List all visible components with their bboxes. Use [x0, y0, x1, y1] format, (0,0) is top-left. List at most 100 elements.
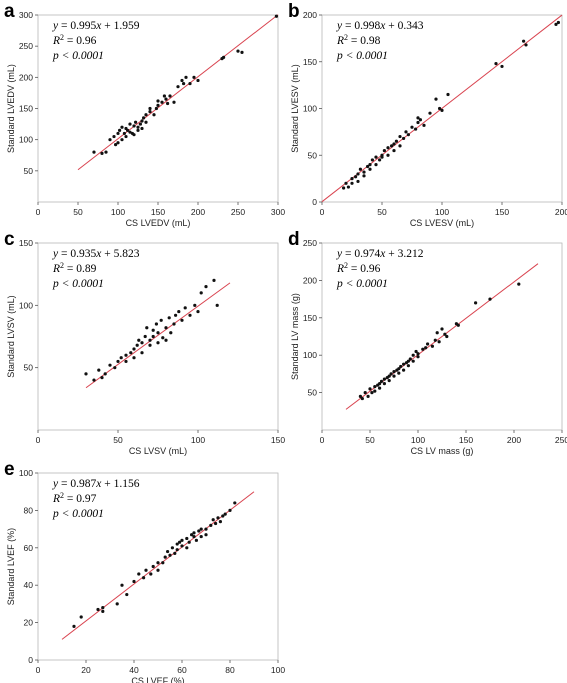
data-point — [402, 362, 406, 366]
data-point — [149, 572, 153, 576]
data-point — [366, 394, 370, 398]
data-point — [406, 359, 410, 363]
regression-equation: y = 0.995x + 1.959 — [52, 20, 140, 32]
data-point — [164, 97, 168, 101]
data-point — [188, 313, 192, 317]
data-point — [180, 538, 184, 542]
data-point — [124, 359, 128, 364]
regression-line — [321, 14, 563, 203]
data-point — [151, 334, 155, 339]
data-point — [148, 343, 152, 347]
x-tick-label: 200 — [191, 207, 205, 217]
p-value: p < 0.0001 — [52, 50, 104, 62]
data-point — [148, 106, 152, 111]
data-point — [414, 127, 418, 131]
data-point — [437, 340, 441, 344]
data-point — [350, 181, 354, 185]
data-point — [362, 174, 366, 178]
data-point — [392, 374, 396, 378]
data-point — [156, 561, 160, 565]
data-point — [406, 364, 410, 368]
x-tick-label: 100 — [411, 435, 425, 445]
data-point — [223, 512, 227, 516]
data-point — [456, 323, 460, 327]
data-point — [185, 536, 189, 541]
data-point — [397, 371, 401, 375]
data-point — [137, 572, 141, 576]
x-tick-label: 200 — [555, 207, 567, 217]
x-tick-label: 80 — [225, 665, 235, 675]
data-point — [156, 331, 160, 335]
data-point — [416, 116, 420, 120]
data-point — [416, 352, 420, 356]
data-point — [416, 355, 420, 359]
x-tick-label: 20 — [81, 665, 91, 675]
r-squared: R2 = 0.98 — [336, 33, 381, 47]
data-point — [399, 364, 403, 369]
x-tick-label: 150 — [495, 207, 509, 217]
x-tick-label: 200 — [507, 435, 521, 445]
data-point — [474, 301, 478, 305]
data-point — [120, 138, 124, 142]
y-axis-title: Standard LV mass (g) — [290, 293, 300, 380]
regression-equation: y = 0.987x + 1.156 — [52, 478, 140, 490]
y-axis-title: Standard LVESV (mL) — [290, 64, 300, 152]
data-point — [156, 568, 160, 572]
data-point — [180, 318, 184, 322]
data-point — [132, 347, 136, 351]
data-point — [97, 368, 101, 372]
data-point — [163, 555, 167, 559]
y-tick-label: 200 — [19, 72, 33, 82]
data-point — [148, 338, 152, 342]
data-point — [522, 39, 526, 43]
data-point — [378, 158, 382, 162]
x-tick-label: 60 — [177, 665, 187, 675]
data-point — [392, 148, 396, 153]
data-point — [192, 534, 196, 539]
data-point — [386, 146, 390, 150]
data-point — [185, 546, 189, 550]
data-point — [362, 170, 366, 174]
data-point — [132, 133, 136, 137]
data-point — [144, 120, 148, 124]
data-point — [180, 78, 184, 83]
p-value: p < 0.0001 — [336, 278, 388, 290]
x-axis-title: CS LVSV (mL) — [129, 446, 187, 456]
data-point — [382, 377, 386, 381]
x-tick-label: 0 — [36, 435, 41, 445]
data-point — [168, 94, 172, 98]
data-point — [374, 163, 378, 167]
data-point — [406, 133, 410, 137]
data-point — [156, 99, 160, 103]
data-point — [370, 391, 374, 395]
data-point — [128, 122, 132, 126]
x-axis-title: CS LVEDV (mL) — [126, 218, 191, 228]
y-tick-label: 20 — [24, 618, 34, 628]
data-point — [354, 175, 358, 179]
data-point — [204, 527, 208, 531]
data-point — [122, 131, 126, 136]
y-tick-label: 150 — [19, 104, 33, 114]
data-point — [410, 125, 414, 129]
data-point — [524, 43, 528, 47]
data-point — [156, 341, 160, 345]
plot-frame-d — [321, 242, 563, 431]
data-point — [446, 92, 450, 97]
regression-line — [85, 282, 231, 389]
data-point — [193, 303, 197, 307]
data-point — [180, 544, 184, 548]
data-point — [113, 366, 117, 370]
data-point — [379, 379, 384, 383]
data-point — [100, 151, 104, 155]
data-point — [392, 370, 396, 374]
y-tick-label: 50 — [24, 363, 34, 373]
y-tick-label: 0 — [28, 655, 33, 665]
data-point — [556, 20, 561, 25]
data-point — [440, 327, 444, 331]
data-point — [368, 163, 372, 167]
y-tick-label: 40 — [24, 580, 34, 590]
data-point — [182, 81, 186, 86]
y-tick-label: 250 — [19, 41, 33, 51]
x-axis-title: CS LV mass (g) — [411, 446, 474, 456]
y-tick-label: 250 — [303, 238, 317, 248]
